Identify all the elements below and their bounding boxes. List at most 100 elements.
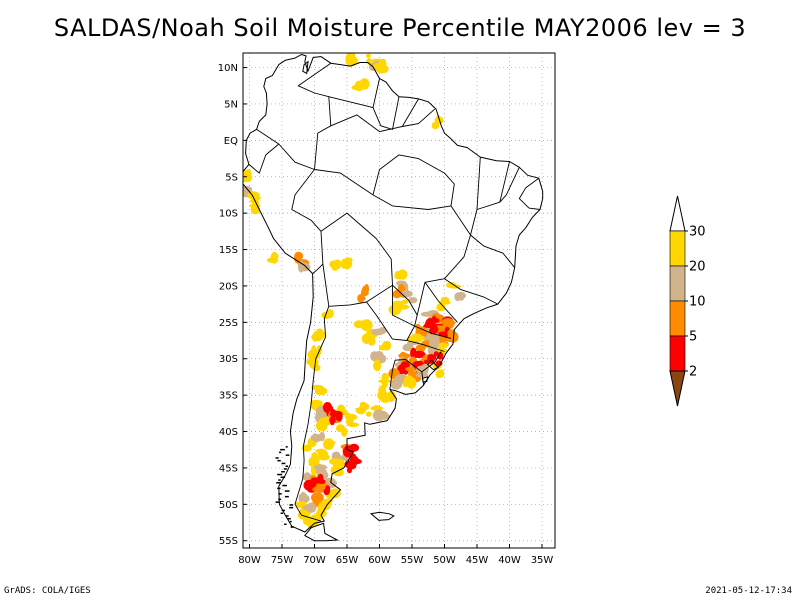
percentile-patch — [250, 204, 260, 215]
percentile-patch — [298, 262, 311, 272]
lat-tick-label: 30S — [219, 354, 238, 365]
fjord-island — [280, 448, 285, 451]
percentile-patch — [360, 319, 373, 332]
anomaly-patch — [365, 395, 375, 400]
country-border — [366, 301, 415, 341]
lat-tick-label: 10N — [218, 63, 238, 74]
percentile-patch — [365, 411, 372, 417]
lat-tick-label: 50S — [219, 500, 238, 511]
fjord-island — [289, 504, 294, 506]
fjord-island — [277, 459, 281, 462]
fjord-island — [280, 476, 286, 478]
colorbar-legend: 30 20 10 5 2 — [669, 195, 706, 407]
fjord-island — [275, 457, 279, 459]
percentile-patch — [341, 427, 348, 437]
tierra-del-fuego-coastline — [304, 522, 340, 542]
anomaly-patch — [317, 473, 324, 484]
percentile-patch — [388, 304, 402, 316]
lon-tick-label: 60W — [368, 555, 391, 566]
colorbar-segment — [669, 335, 686, 372]
percentile-patch — [415, 365, 427, 374]
percentile-patch — [317, 453, 330, 461]
country-border — [291, 169, 324, 274]
percentile-patch — [385, 393, 395, 402]
percentile-patch — [326, 309, 334, 319]
fjord-island — [285, 515, 289, 517]
percentile-patch — [298, 493, 308, 500]
country-border — [372, 154, 455, 206]
colorbar-level-label: 30 — [689, 225, 706, 240]
percentile-patch — [312, 364, 321, 372]
fjord-island — [283, 468, 287, 470]
lat-tick-label: 20S — [219, 281, 238, 292]
percentile-patch — [313, 330, 326, 339]
lon-tick-label: 35W — [531, 555, 554, 566]
colorbar-segment — [669, 265, 686, 302]
percentile-patch — [378, 385, 387, 396]
lat-tick-label: 10S — [219, 209, 238, 220]
country-border — [444, 278, 499, 305]
fjord-island — [282, 484, 287, 487]
lake-outline — [302, 60, 309, 75]
percentile-patch — [345, 257, 353, 264]
anomaly-patch — [353, 402, 361, 408]
lon-tick-label: 80W — [238, 555, 261, 566]
country-border — [392, 284, 418, 327]
country-border — [389, 359, 425, 390]
percentile-patch — [406, 336, 416, 342]
fjord-island — [278, 493, 282, 495]
percentile-patch — [315, 448, 327, 454]
coastline-layer — [243, 54, 544, 542]
anomaly-patch — [435, 360, 443, 367]
percentile-patch — [378, 379, 391, 384]
anomaly-patch — [325, 485, 331, 495]
country-border — [330, 108, 436, 133]
anomaly-patch — [357, 294, 365, 303]
country-border — [372, 96, 400, 130]
percentile-patch — [414, 335, 425, 340]
percentile-patch — [403, 290, 410, 298]
fjord-island — [281, 509, 285, 512]
percentile-patch — [348, 443, 360, 452]
percentile-patch — [345, 53, 354, 66]
anomaly-patch — [433, 351, 439, 357]
colorbar-level-label: 20 — [689, 260, 706, 275]
percentile-patch — [307, 505, 316, 513]
country-border — [518, 177, 541, 210]
country-border — [424, 282, 458, 323]
lon-tick-label: 50W — [433, 555, 456, 566]
country-borders — [248, 62, 541, 522]
percentile-patch — [394, 376, 402, 385]
anomaly-patch — [430, 325, 439, 334]
percentile-patch — [335, 458, 345, 470]
fjord-island — [278, 498, 282, 501]
percentile-patch — [332, 468, 344, 477]
percentile-patch — [382, 340, 392, 351]
percentile-patch — [368, 336, 376, 346]
fjord-island — [289, 506, 294, 509]
lat-tick-label: 5S — [225, 172, 238, 183]
lon-tick-label: 40W — [498, 555, 521, 566]
percentile-patch — [323, 438, 335, 450]
percentile-patch — [394, 274, 406, 280]
lon-tick-label: 45W — [466, 555, 489, 566]
percentile-patch — [359, 78, 370, 90]
map-frame — [242, 52, 556, 549]
percentile-patch — [403, 375, 414, 387]
country-border — [476, 157, 481, 210]
map-title: SALDAS/Noah Soil Moisture Percentile MAY… — [53, 14, 747, 42]
country-border — [406, 340, 445, 352]
percentile-patch — [302, 473, 311, 481]
fjord-island — [289, 520, 292, 523]
lon-tick-label: 55W — [401, 555, 424, 566]
percentile-patch — [320, 509, 327, 517]
colorbar-level-label: 2 — [689, 365, 697, 380]
anomaly-patch — [347, 407, 352, 414]
lat-tick-label: EQ — [224, 136, 238, 147]
anomaly-patch — [355, 389, 363, 400]
percentile-patch — [429, 338, 441, 349]
fjord-island — [287, 518, 291, 520]
percentile-patch — [402, 343, 414, 352]
percentile-patch — [331, 264, 339, 271]
